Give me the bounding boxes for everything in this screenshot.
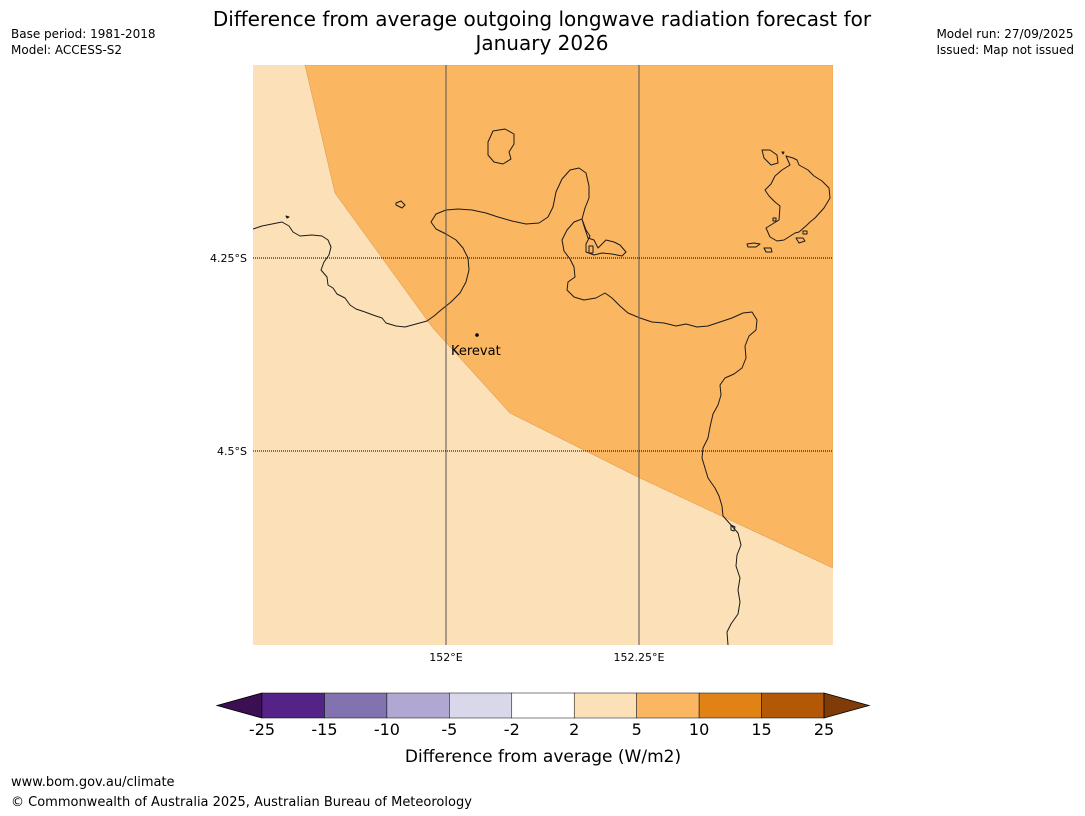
colorbar-swatch bbox=[698, 692, 762, 719]
colorbar-swatch bbox=[386, 692, 450, 719]
colorbar-tick-label: -2 bbox=[504, 720, 520, 739]
colorbar-swatch bbox=[261, 692, 325, 719]
footer-copyright: © Commonwealth of Australia 2025, Austra… bbox=[11, 795, 472, 810]
island-north bbox=[487, 128, 515, 165]
colorbar-tick-label: -15 bbox=[311, 720, 337, 739]
colorbar-tick-label: 5 bbox=[632, 720, 642, 739]
model-run: Model run: 27/09/2025 bbox=[936, 27, 1074, 41]
colorbar-tick-label: 10 bbox=[689, 720, 709, 739]
colorbar-swatch bbox=[636, 692, 700, 719]
colorbar-tick-label: 15 bbox=[751, 720, 771, 739]
coastline bbox=[253, 128, 831, 645]
model-name: Model: ACCESS-S2 bbox=[11, 43, 123, 57]
zone-5-to-10 bbox=[304, 65, 833, 569]
colorbar-swatch bbox=[761, 692, 825, 719]
colorbar-tick-label: -10 bbox=[374, 720, 400, 739]
kerevat-marker bbox=[475, 333, 479, 337]
meta-right: Model run: 27/09/2025 Issued: Map not is… bbox=[936, 26, 1074, 58]
place-label-kerevat: Kerevat bbox=[451, 344, 501, 359]
colorbar-label: Difference from average (W/m2) bbox=[405, 747, 681, 767]
meta-left: Base period: 1981-2018 Model: ACCESS-S2 bbox=[11, 26, 156, 58]
colorbar-arrow-high bbox=[823, 692, 871, 719]
footer-url: www.bom.gov.au/climate bbox=[11, 775, 175, 790]
colorbar-tick-label: 25 bbox=[814, 720, 834, 739]
colorbar-swatch bbox=[324, 692, 388, 719]
coastline-west-peninsula bbox=[253, 167, 590, 328]
base-period: Base period: 1981-2018 bbox=[11, 27, 156, 41]
river-islet bbox=[730, 524, 736, 532]
lon-label-152: 152°E bbox=[429, 651, 462, 664]
colorbar-swatch bbox=[511, 692, 575, 719]
issued-status: Issued: Map not issued bbox=[936, 43, 1074, 57]
colorbar-swatch bbox=[573, 692, 637, 719]
lat-label-4-5: 4.5°S bbox=[217, 445, 247, 458]
colorbar-swatch bbox=[449, 692, 513, 719]
map-area: Kerevat bbox=[253, 65, 833, 645]
island-dot bbox=[285, 215, 290, 219]
islands-duke-of-york bbox=[588, 149, 831, 254]
title-line-2: January 2026 bbox=[475, 31, 609, 55]
graticule bbox=[253, 65, 833, 645]
colorbar-tick-label: -25 bbox=[249, 720, 275, 739]
colorbar-tick-label: -5 bbox=[441, 720, 457, 739]
coastline-gazelle bbox=[561, 218, 758, 645]
island-small-west bbox=[395, 200, 406, 209]
title-line-1: Difference from average outgoing longwav… bbox=[212, 7, 872, 31]
map-title: Difference from average outgoing longwav… bbox=[192, 7, 892, 55]
coastline-bay-inlet bbox=[581, 218, 627, 257]
lat-label-4-25: 4.25°S bbox=[210, 252, 247, 265]
colorbar-tick-label: 2 bbox=[569, 720, 579, 739]
colorbar-arrow-low bbox=[215, 692, 263, 719]
colorbar: -25 -15 -10 -5 -2 2 5 10 15 25 bbox=[215, 692, 871, 739]
lon-label-152-25: 152.25°E bbox=[614, 651, 665, 664]
